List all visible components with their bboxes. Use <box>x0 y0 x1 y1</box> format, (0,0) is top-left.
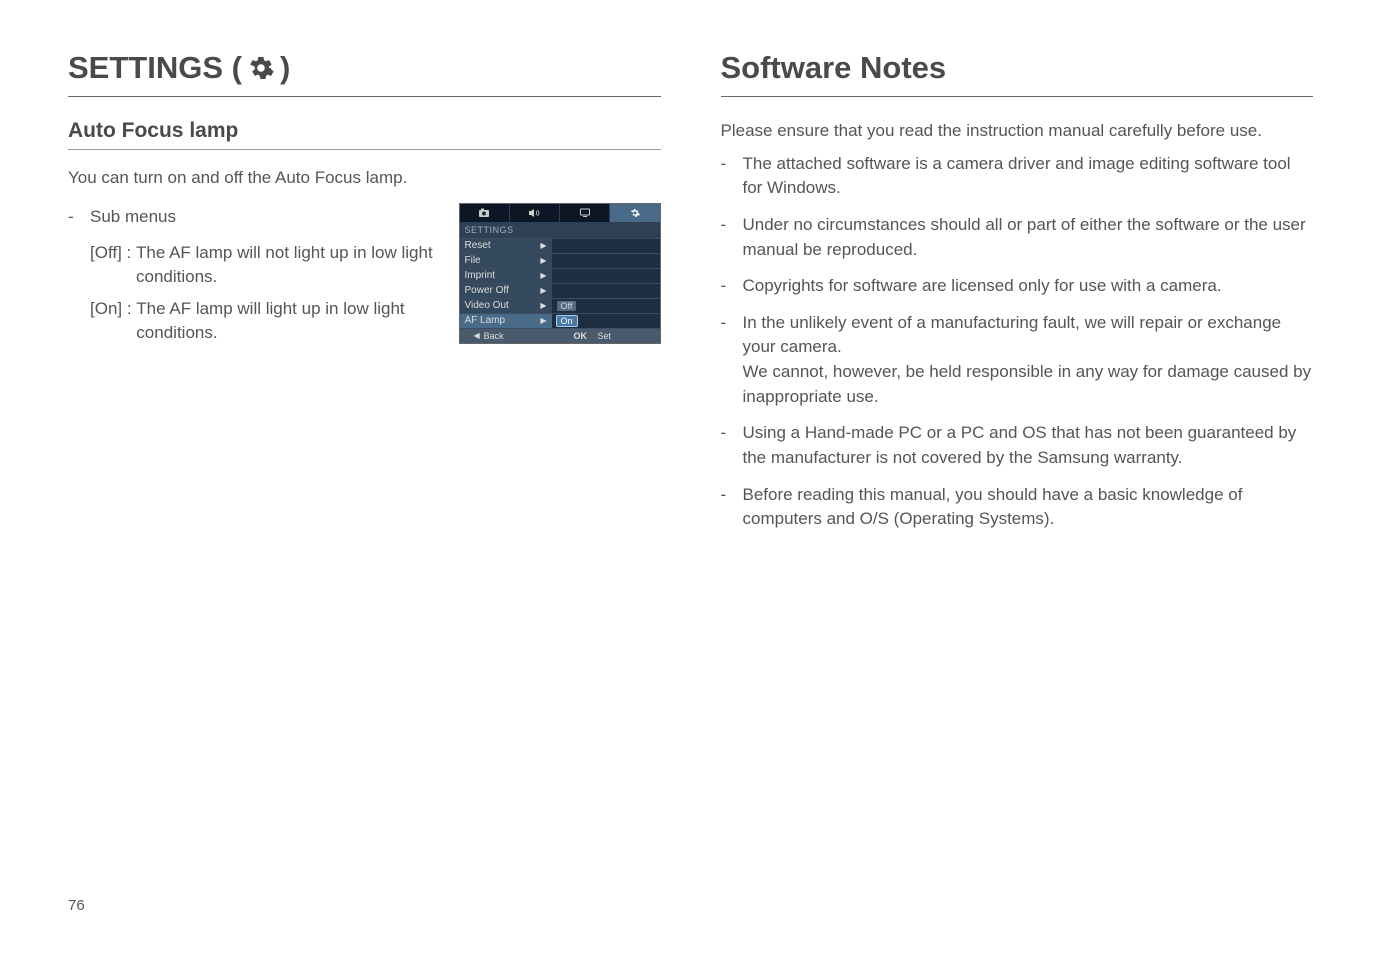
camera-menu-screenshot: SETTINGS Reset▶ File▶ Imprint▶ Power Off… <box>459 203 661 344</box>
chevron-left-icon: ◀ <box>474 331 480 340</box>
camera-tabs <box>460 204 660 222</box>
cam-row-poweroff: Power Off▶ <box>460 284 552 298</box>
chevron-right-icon: ▶ <box>540 271 546 280</box>
cam-row-file: File▶ <box>460 254 552 268</box>
list-item: The attached software is a camera driver… <box>743 152 1314 201</box>
list-item: Copyrights for software are licensed onl… <box>743 274 1314 299</box>
off-desc: The AF lamp will not light up in low lig… <box>136 241 441 289</box>
list-item: In the unlikely event of a manufacturing… <box>743 311 1314 410</box>
on-label: [On] : <box>90 297 136 345</box>
chevron-right-icon: ▶ <box>540 316 546 325</box>
off-definition: [Off] : The AF lamp will not light up in… <box>90 241 441 289</box>
camera-menu-footer: ◀ Back OK Set <box>460 328 660 343</box>
page-number: 76 <box>68 897 85 914</box>
ok-label: OK <box>574 331 588 341</box>
submenu-label: Sub menus <box>90 205 441 230</box>
cam-opt-on: On <box>557 316 577 326</box>
cam-row-videoout: Video Out▶ <box>460 299 552 313</box>
camera-tab-icon <box>460 204 510 222</box>
settings-heading: SETTINGS ( ) <box>68 50 661 97</box>
on-definition: [On] : The AF lamp will light up in low … <box>90 297 441 345</box>
software-notes-list: The attached software is a camera driver… <box>721 152 1314 532</box>
chevron-right-icon: ▶ <box>540 301 546 310</box>
list-item: Before reading this manual, you should h… <box>743 483 1314 532</box>
cam-row-imprint: Imprint▶ <box>460 269 552 283</box>
cam-row-reset: Reset▶ <box>460 239 552 253</box>
list-item: Using a Hand-made PC or a PC and OS that… <box>743 421 1314 470</box>
display-tab-icon <box>560 204 610 222</box>
software-notes-heading: Software Notes <box>721 50 1314 97</box>
gear-icon <box>248 55 274 81</box>
af-intro: You can turn on and off the Auto Focus l… <box>68 166 661 191</box>
back-label: Back <box>484 331 504 341</box>
cam-row-aflamp: AF Lamp▶ <box>460 314 552 328</box>
chevron-right-icon: ▶ <box>540 286 546 295</box>
settings-tab-icon <box>610 204 659 222</box>
chevron-right-icon: ▶ <box>540 241 546 250</box>
heading-text: SETTINGS ( <box>68 50 242 86</box>
set-label: Set <box>598 331 612 341</box>
list-item: Under no circumstances should all or par… <box>743 213 1314 262</box>
sound-tab-icon <box>510 204 560 222</box>
af-lamp-subheading: Auto Focus lamp <box>68 119 661 150</box>
camera-menu-title: SETTINGS <box>460 222 660 238</box>
chevron-right-icon: ▶ <box>540 256 546 265</box>
software-intro: Please ensure that you read the instruct… <box>721 119 1314 144</box>
on-desc: The AF lamp will light up in low light c… <box>136 297 440 345</box>
cam-opt-off: Off <box>557 301 577 311</box>
heading-close: ) <box>280 50 290 86</box>
off-label: [Off] : <box>90 241 136 289</box>
